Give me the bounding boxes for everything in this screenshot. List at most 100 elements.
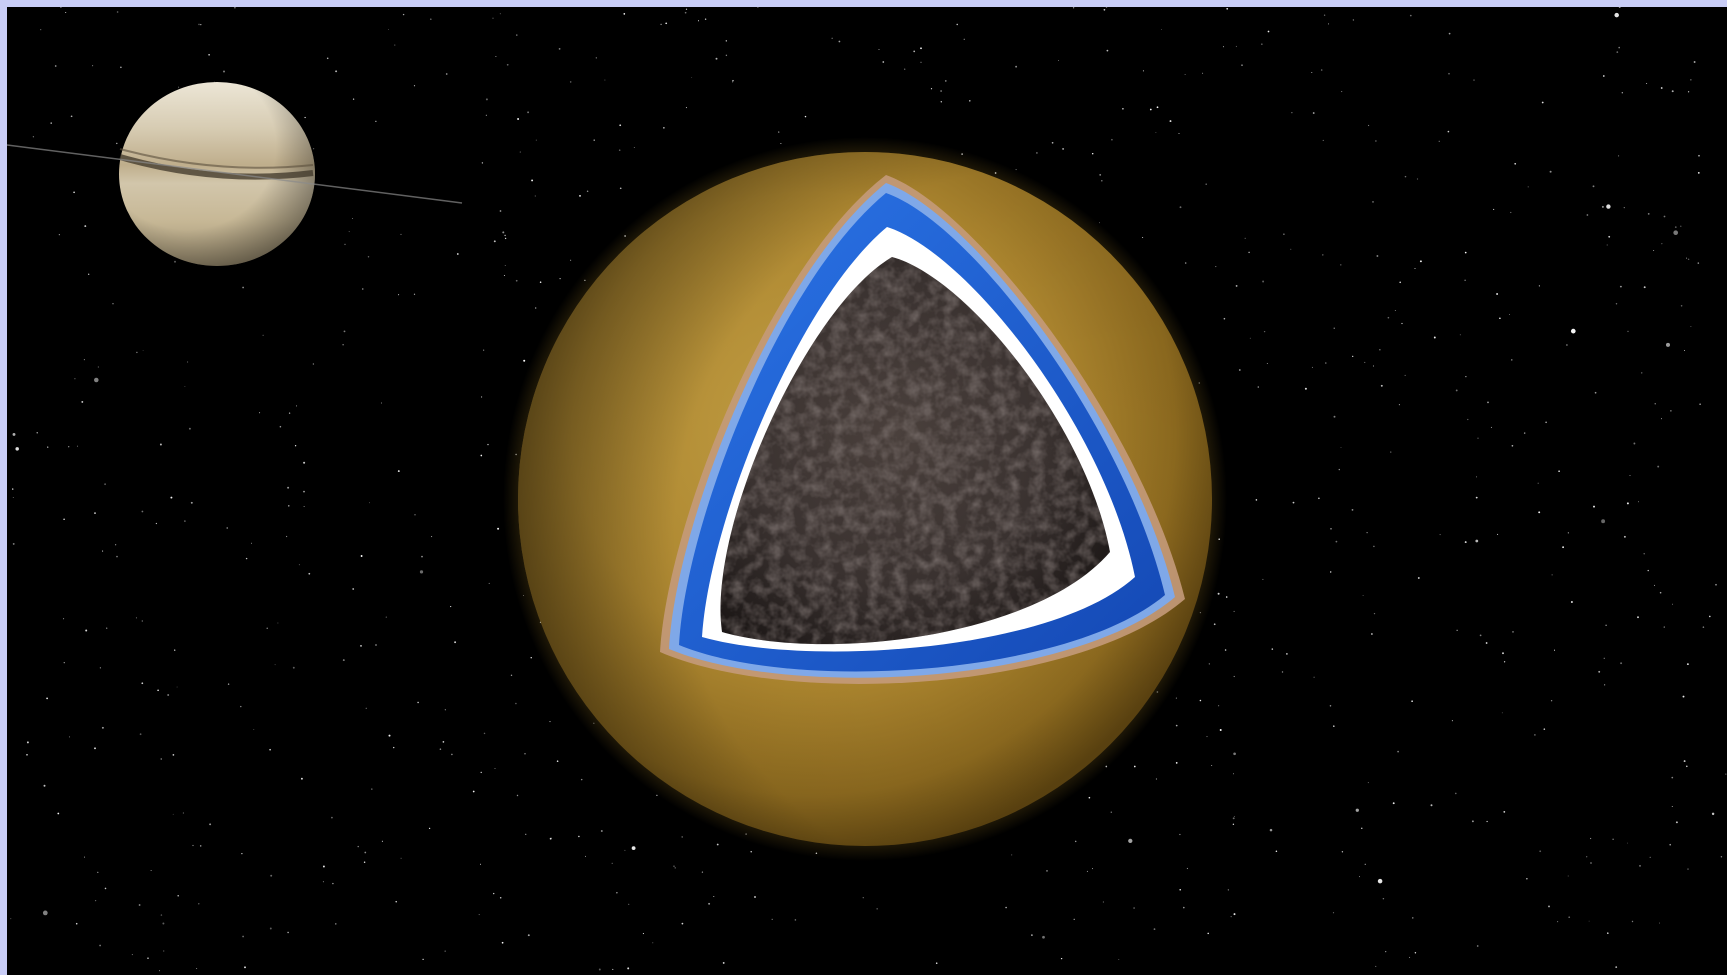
star bbox=[580, 778, 583, 781]
star bbox=[135, 617, 137, 619]
star bbox=[1687, 91, 1690, 93]
star bbox=[1155, 132, 1157, 133]
star bbox=[342, 659, 345, 662]
star bbox=[1702, 626, 1705, 628]
star bbox=[681, 922, 684, 925]
star bbox=[1456, 629, 1458, 631]
ringed-planet bbox=[7, 82, 463, 266]
star bbox=[1647, 213, 1650, 215]
star bbox=[1175, 762, 1178, 764]
star bbox=[36, 432, 38, 434]
star bbox=[1072, 7, 1075, 9]
star bbox=[1110, 811, 1113, 813]
star bbox=[402, 13, 405, 16]
star bbox=[524, 753, 526, 755]
star bbox=[1493, 208, 1495, 210]
star bbox=[642, 933, 644, 935]
star bbox=[1046, 870, 1048, 872]
star bbox=[298, 564, 300, 566]
star bbox=[499, 13, 501, 15]
star bbox=[262, 334, 264, 336]
star bbox=[234, 7, 236, 9]
star bbox=[84, 225, 87, 228]
star bbox=[674, 867, 676, 869]
star bbox=[352, 588, 355, 590]
star bbox=[1588, 920, 1590, 922]
star bbox=[1614, 12, 1619, 18]
star bbox=[1586, 856, 1588, 858]
star bbox=[1672, 603, 1674, 605]
star bbox=[1663, 626, 1665, 628]
star bbox=[63, 618, 65, 620]
star bbox=[1631, 920, 1634, 923]
star bbox=[1275, 850, 1278, 853]
star bbox=[1567, 532, 1569, 534]
star bbox=[1241, 64, 1243, 66]
star bbox=[40, 29, 42, 31]
star bbox=[1133, 907, 1135, 909]
star bbox=[1375, 965, 1377, 967]
star bbox=[1227, 889, 1229, 891]
star bbox=[300, 777, 303, 780]
star bbox=[1382, 897, 1385, 900]
star bbox=[398, 294, 400, 296]
star bbox=[1230, 916, 1232, 918]
star bbox=[1454, 792, 1457, 795]
star bbox=[1244, 237, 1246, 239]
star bbox=[1590, 862, 1592, 864]
star bbox=[1548, 905, 1550, 908]
star bbox=[400, 233, 402, 235]
star bbox=[357, 845, 359, 848]
star bbox=[1665, 342, 1671, 347]
star bbox=[673, 865, 675, 867]
star bbox=[1621, 92, 1623, 94]
star bbox=[956, 23, 958, 26]
star bbox=[380, 402, 382, 404]
star bbox=[1364, 863, 1366, 865]
star bbox=[1262, 578, 1264, 580]
star bbox=[1099, 174, 1102, 176]
star bbox=[115, 544, 117, 546]
star bbox=[1671, 90, 1674, 93]
star bbox=[1015, 169, 1017, 171]
star bbox=[253, 728, 255, 730]
star bbox=[1223, 317, 1226, 320]
star bbox=[1545, 421, 1547, 424]
star bbox=[83, 359, 85, 361]
star bbox=[92, 65, 94, 67]
star bbox=[99, 667, 101, 669]
star bbox=[494, 767, 496, 769]
star bbox=[288, 412, 291, 414]
star bbox=[1074, 840, 1077, 843]
star bbox=[1447, 130, 1450, 133]
star bbox=[1218, 705, 1220, 707]
star bbox=[1036, 152, 1038, 154]
star bbox=[1051, 141, 1054, 144]
star bbox=[400, 857, 402, 859]
star bbox=[1487, 401, 1489, 404]
star bbox=[1202, 72, 1204, 74]
star bbox=[1684, 350, 1686, 351]
star bbox=[375, 644, 377, 646]
star bbox=[1372, 201, 1374, 203]
star bbox=[1128, 838, 1133, 844]
star bbox=[1417, 577, 1420, 579]
star bbox=[611, 862, 613, 865]
star bbox=[190, 501, 193, 504]
star bbox=[1698, 154, 1700, 157]
star bbox=[627, 967, 630, 970]
star bbox=[1637, 616, 1639, 619]
star bbox=[598, 968, 601, 971]
star bbox=[46, 697, 49, 700]
star bbox=[1169, 120, 1172, 123]
star bbox=[1594, 391, 1597, 394]
star bbox=[388, 734, 391, 737]
star bbox=[106, 627, 108, 629]
star bbox=[1313, 676, 1315, 678]
star bbox=[499, 897, 502, 899]
star bbox=[1380, 384, 1383, 387]
star bbox=[413, 293, 416, 295]
star bbox=[1373, 612, 1376, 615]
star bbox=[285, 535, 288, 538]
star bbox=[1615, 966, 1618, 968]
